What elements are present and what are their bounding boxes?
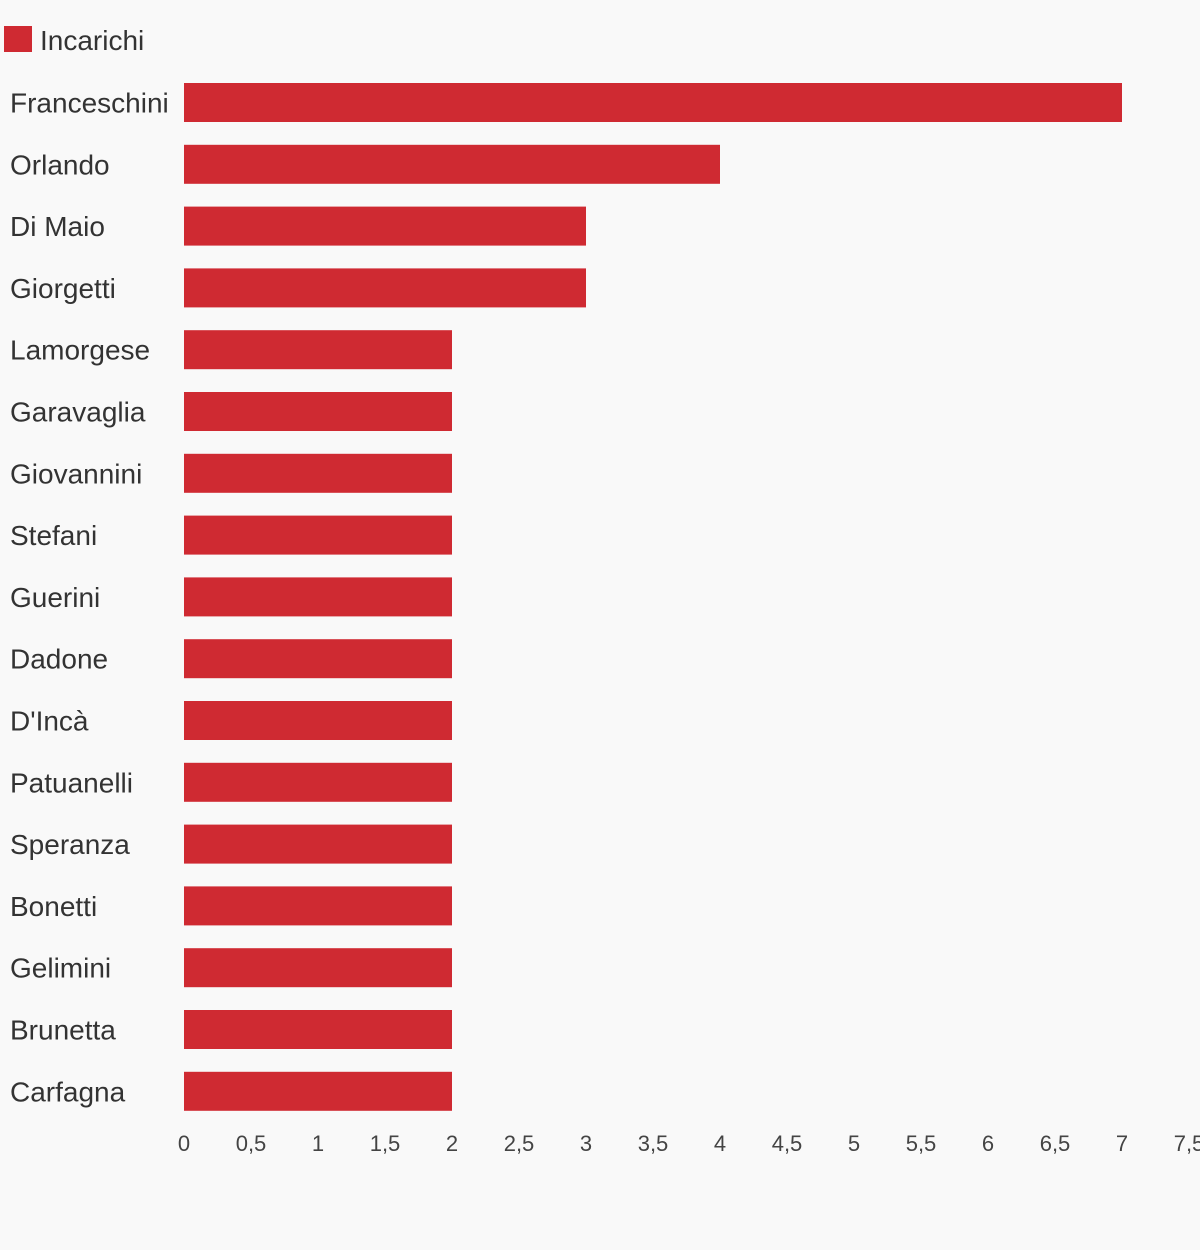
category-label: Orlando [10,149,110,180]
x-tick-label: 5,5 [906,1131,937,1156]
x-tick-label: 5 [848,1131,860,1156]
bar-dadone[interactable] [184,639,452,679]
legend[interactable]: Incarichi [4,25,144,56]
category-label: Brunetta [10,1015,116,1046]
bar-di-maio[interactable] [184,206,586,246]
x-tick-label: 7,5 [1174,1131,1200,1156]
bar-speranza[interactable] [184,824,452,864]
category-label: Stefani [10,520,97,551]
bar-giorgetti[interactable] [184,268,586,308]
bar-brunetta[interactable] [184,1010,452,1049]
x-tick-label: 6,5 [1040,1131,1071,1156]
category-label: D'Incà [10,706,89,737]
x-tick-label: 0,5 [236,1131,267,1156]
bar-giovannini[interactable] [184,453,452,493]
bar-franceschini[interactable] [184,83,1122,122]
x-tick-label: 4 [714,1131,726,1156]
x-tick-label: 2,5 [504,1131,535,1156]
bar-orlando[interactable] [184,144,720,184]
bar-lamorgese[interactable] [184,330,452,370]
category-labels: Franceschini Orlando Di Maio Giorgetti Lamor… [10,88,169,1108]
category-label: Franceschini [10,88,169,119]
x-tick-label: 3,5 [638,1131,669,1156]
category-label: Guerini [10,582,100,613]
x-tick-label: 1,5 [370,1131,401,1156]
legend-swatch [4,26,32,52]
bar-gelimini[interactable] [184,948,452,988]
x-tick-label: 7 [1116,1131,1128,1156]
category-label: Garavaglia [10,397,146,428]
category-label: Gelimini [10,953,111,984]
x-tick-label: 6 [982,1131,994,1156]
bar-d-inc-[interactable] [184,701,452,740]
bar-patuanelli[interactable] [184,762,452,802]
bar-carfagna[interactable] [184,1071,452,1111]
category-label: Giovannini [10,458,142,489]
x-tick-label: 2 [446,1131,458,1156]
x-tick-label: 1 [312,1131,324,1156]
bars-group [184,83,1122,1111]
x-tick-label: 3 [580,1131,592,1156]
x-axis-ticks: 0 0,5 1 1,5 2 2,5 3 3,5 4 4,5 5 5,5 6 6,5 7 7,5 [178,1131,1200,1156]
category-label: Patuanelli [10,767,133,798]
bar-guerini[interactable] [184,577,452,617]
category-label: Lamorgese [10,335,150,366]
category-label: Giorgetti [10,273,116,304]
category-label: Carfagna [10,1076,126,1107]
legend-label: Incarichi [40,25,144,56]
category-label: Dadone [10,644,108,675]
bar-garavaglia[interactable] [184,392,452,431]
category-label: Di Maio [10,211,105,242]
category-label: Bonetti [10,891,97,922]
x-tick-label: 4,5 [772,1131,803,1156]
bar-bonetti[interactable] [184,886,452,926]
x-tick-label: 0 [178,1131,190,1156]
category-label: Speranza [10,829,130,860]
bar-stefani[interactable] [184,515,452,555]
